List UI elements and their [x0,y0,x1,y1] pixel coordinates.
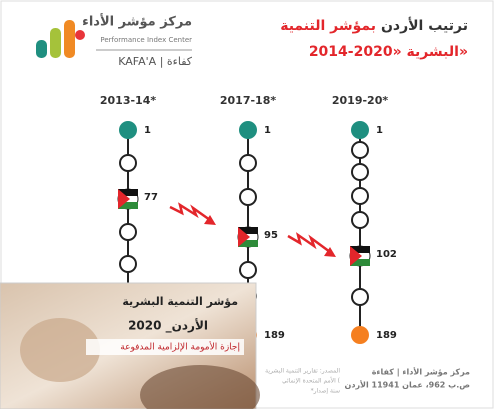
logo-brand: KAFA'A | كفاءة [118,55,192,68]
card-line3: إجازة الأمومة الإلزامية المدفوعة [120,341,240,353]
flag-red [118,189,130,209]
bottom-node [351,326,369,344]
card-line2: 2020 _الأردن [128,318,208,334]
year-label: 2019-20* [332,94,388,107]
title-black: ترتيب الأردن [381,17,468,34]
node [239,261,257,279]
logo-arabic: مركز مؤشر الأداء [82,13,192,30]
node [119,255,137,273]
flag-green [118,202,138,209]
arrows [169,202,331,254]
source: المصدر: تقارير التنمية البشرية [265,368,340,375]
logo-english: Performance Index Center [100,36,192,44]
node [351,211,369,229]
jordan-rank: 95 [264,230,278,241]
year-label: 2013-14* [100,94,156,107]
card-line1: مؤشر التنمية البشرية [122,295,238,308]
node [351,141,369,159]
arrowheads [204,215,336,257]
node [119,154,137,172]
top-rank: 1 [144,125,151,136]
top-node [351,121,369,139]
photo-shape [140,365,260,413]
node [351,163,369,181]
jordan-rank: 102 [376,249,397,260]
footer: مركز مؤشر الأداء | كفاءة [372,367,470,377]
flag-red [238,227,250,247]
flag-black [238,227,258,234]
bottom-rank: 189 [376,330,397,341]
logo [36,20,85,58]
node [119,223,137,241]
flag-green [350,259,370,266]
footer: ص.ب 962، عمان 11941 الأردن [345,380,471,391]
top-rank: 1 [376,125,383,136]
bottom-rank: 189 [264,330,285,341]
source: *سنة إصدار [311,388,340,395]
photo-shape [20,318,100,382]
node [351,288,369,306]
year-label: 2017-18* [220,94,276,107]
source: الأمم المتحدة الإنمائي ( [282,377,340,385]
node [239,154,257,172]
top-node [119,121,137,139]
news-card[interactable]: مؤشر التنمية البشرية 2020 _الأردن إجازة … [0,282,260,413]
card-label-bg [86,339,244,355]
title-red: بمؤشر التنمية [280,18,376,34]
jordan-rank: 77 [144,192,158,203]
flag-black [118,189,138,196]
flag-black [350,246,370,253]
node [239,188,257,206]
node [351,187,369,205]
title-line1: ترتيب الأردن بمؤشر التنمية [280,17,468,34]
flag-red [350,246,362,266]
flag-green [238,240,258,247]
top-rank: 1 [264,125,271,136]
title-line2: البشرية «2020-2014» [309,44,468,60]
top-node [239,121,257,139]
